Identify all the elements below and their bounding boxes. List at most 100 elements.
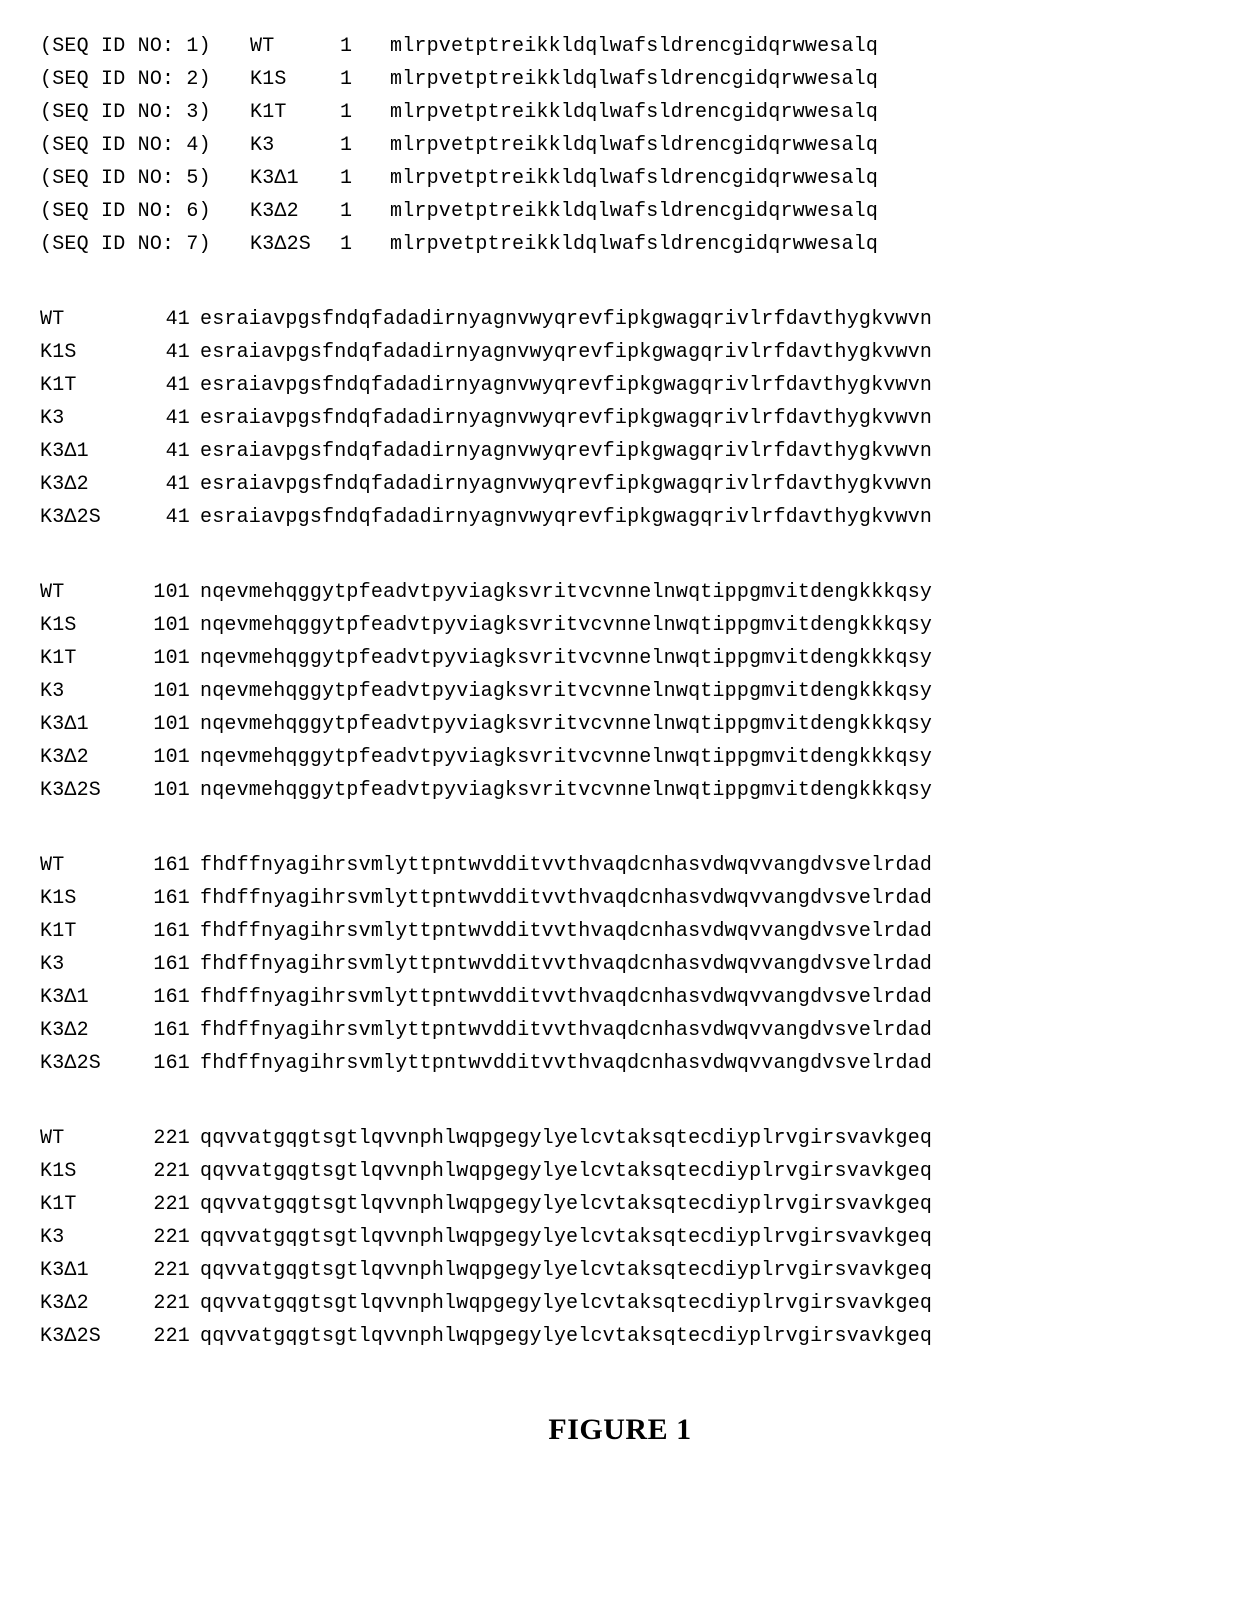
seq-header-row: (SEQ ID NO: 4)K31mlrpvetptreikkldqlwafsl… (40, 129, 1200, 162)
seq-pos: 161 (130, 849, 200, 882)
alignment-row: K1S161fhdffnyagihrsvmlyttpntwvdditvvthva… (40, 882, 1200, 915)
alignment-row: WT221qqvvatgqgtsgtlqvvnphlwqpgegylyelcvt… (40, 1122, 1200, 1155)
seq-pos: 221 (130, 1155, 200, 1188)
seq-header-row: (SEQ ID NO: 2)K1S1mlrpvetptreikkldqlwafs… (40, 63, 1200, 96)
alignment-block: WT161fhdffnyagihrsvmlyttpntwvdditvvthvaq… (40, 849, 1200, 1080)
seq-text: qqvvatgqgtsgtlqvvnphlwqpgegylyelcvtaksqt… (200, 1325, 932, 1348)
seq-label: K1S (250, 63, 340, 96)
alignment-row: K3Δ2221qqvvatgqgtsgtlqvvnphlwqpgegylyelc… (40, 1287, 1200, 1320)
seq-label: K3Δ2 (40, 1287, 130, 1320)
seq-label: K3 (40, 1221, 130, 1254)
seq-label: K3Δ1 (40, 981, 130, 1014)
seq-text: nqevmehqggytpfeadvtpyviagksvritvcvnnelnw… (200, 713, 932, 736)
seq-pos: 101 (130, 609, 200, 642)
seq-label: K3Δ2S (250, 228, 340, 261)
seq-text: esraiavpgsfndqfadadirnyagnvwyqrevfipkgwa… (200, 407, 932, 430)
seq-label: K3Δ1 (40, 435, 130, 468)
seq-label: K3 (40, 948, 130, 981)
seq-pos: 101 (130, 741, 200, 774)
seq-text: mlrpvetptreikkldqlwafsldrencgidqrwwesalq (390, 167, 878, 190)
alignment-row: K3Δ241esraiavpgsfndqfadadirnyagnvwyqrevf… (40, 468, 1200, 501)
seq-header-block: (SEQ ID NO: 1)WT1mlrpvetptreikkldqlwafsl… (40, 30, 1200, 261)
seq-text: fhdffnyagihrsvmlyttpntwvdditvvthvaqdcnha… (200, 920, 932, 943)
alignment-row: WT161fhdffnyagihrsvmlyttpntwvdditvvthvaq… (40, 849, 1200, 882)
seq-text: mlrpvetptreikkldqlwafsldrencgidqrwwesalq (390, 200, 878, 223)
seq-text: fhdffnyagihrsvmlyttpntwvdditvvthvaqdcnha… (200, 854, 932, 877)
seq-label: K3Δ2 (40, 468, 130, 501)
seq-label: K3 (40, 675, 130, 708)
seq-pos: 101 (130, 576, 200, 609)
alignment-row: K1S221qqvvatgqgtsgtlqvvnphlwqpgegylyelcv… (40, 1155, 1200, 1188)
seq-text: qqvvatgqgtsgtlqvvnphlwqpgegylyelcvtaksqt… (200, 1226, 932, 1249)
seq-pos: 1 (340, 162, 390, 195)
alignment-row: K3Δ1221qqvvatgqgtsgtlqvvnphlwqpgegylyelc… (40, 1254, 1200, 1287)
seq-label: WT (40, 576, 130, 609)
seq-text: fhdffnyagihrsvmlyttpntwvdditvvthvaqdcnha… (200, 1019, 932, 1042)
alignment-row: K3221qqvvatgqgtsgtlqvvnphlwqpgegylyelcvt… (40, 1221, 1200, 1254)
seq-label: WT (40, 849, 130, 882)
alignment-row: K1T101nqevmehqggytpfeadvtpyviagksvritvcv… (40, 642, 1200, 675)
seq-pos: 161 (130, 1014, 200, 1047)
alignment-row: K3Δ1101nqevmehqggytpfeadvtpyviagksvritvc… (40, 708, 1200, 741)
seq-label: WT (40, 303, 130, 336)
alignment-row: K1S101nqevmehqggytpfeadvtpyviagksvritvcv… (40, 609, 1200, 642)
seq-text: mlrpvetptreikkldqlwafsldrencgidqrwwesalq (390, 233, 878, 256)
seq-id: (SEQ ID NO: 2) (40, 63, 250, 96)
seq-pos: 161 (130, 915, 200, 948)
seq-header-row: (SEQ ID NO: 7)K3Δ2S1mlrpvetptreikkldqlwa… (40, 228, 1200, 261)
seq-pos: 221 (130, 1320, 200, 1353)
seq-header-row: (SEQ ID NO: 6)K3Δ21mlrpvetptreikkldqlwaf… (40, 195, 1200, 228)
seq-label: K3Δ2 (40, 741, 130, 774)
seq-text: mlrpvetptreikkldqlwafsldrencgidqrwwesalq (390, 101, 878, 124)
seq-label: K1S (40, 882, 130, 915)
alignment-row: K3Δ2161fhdffnyagihrsvmlyttpntwvdditvvthv… (40, 1014, 1200, 1047)
seq-label: K3Δ2S (40, 1320, 130, 1353)
seq-text: qqvvatgqgtsgtlqvvnphlwqpgegylyelcvtaksqt… (200, 1160, 932, 1183)
seq-pos: 101 (130, 774, 200, 807)
seq-id: (SEQ ID NO: 3) (40, 96, 250, 129)
seq-pos: 41 (130, 501, 200, 534)
seq-label: K1S (40, 609, 130, 642)
seq-pos: 161 (130, 981, 200, 1014)
seq-label: K1T (40, 1188, 130, 1221)
seq-label: K3Δ1 (40, 1254, 130, 1287)
seq-text: nqevmehqggytpfeadvtpyviagksvritvcvnnelnw… (200, 647, 932, 670)
seq-text: mlrpvetptreikkldqlwafsldrencgidqrwwesalq (390, 35, 878, 58)
seq-header-row: (SEQ ID NO: 3)K1T1mlrpvetptreikkldqlwafs… (40, 96, 1200, 129)
seq-text: esraiavpgsfndqfadadirnyagnvwyqrevfipkgwa… (200, 473, 932, 496)
seq-header-row: (SEQ ID NO: 5)K3Δ11mlrpvetptreikkldqlwaf… (40, 162, 1200, 195)
seq-label: WT (250, 30, 340, 63)
seq-id: (SEQ ID NO: 5) (40, 162, 250, 195)
alignment-row: K3101nqevmehqggytpfeadvtpyviagksvritvcvn… (40, 675, 1200, 708)
alignment-block: WT41esraiavpgsfndqfadadirnyagnvwyqrevfip… (40, 303, 1200, 534)
seq-text: esraiavpgsfndqfadadirnyagnvwyqrevfipkgwa… (200, 440, 932, 463)
alignment-row: K1T221qqvvatgqgtsgtlqvvnphlwqpgegylyelcv… (40, 1188, 1200, 1221)
seq-pos: 161 (130, 882, 200, 915)
seq-label: K3Δ1 (40, 708, 130, 741)
seq-label: K1T (40, 915, 130, 948)
seq-text: esraiavpgsfndqfadadirnyagnvwyqrevfipkgwa… (200, 341, 932, 364)
seq-pos: 1 (340, 96, 390, 129)
seq-label: K3Δ2 (250, 195, 340, 228)
seq-label: K1S (40, 336, 130, 369)
seq-text: mlrpvetptreikkldqlwafsldrencgidqrwwesalq (390, 68, 878, 91)
seq-text: fhdffnyagihrsvmlyttpntwvdditvvthvaqdcnha… (200, 953, 932, 976)
seq-label: K3 (40, 402, 130, 435)
seq-label: K3Δ2 (40, 1014, 130, 1047)
seq-text: qqvvatgqgtsgtlqvvnphlwqpgegylyelcvtaksqt… (200, 1292, 932, 1315)
seq-id: (SEQ ID NO: 7) (40, 228, 250, 261)
seq-pos: 41 (130, 402, 200, 435)
seq-label: K3 (250, 129, 340, 162)
seq-text: nqevmehqggytpfeadvtpyviagksvritvcvnnelnw… (200, 746, 932, 769)
seq-pos: 221 (130, 1254, 200, 1287)
alignment-block: WT101nqevmehqggytpfeadvtpyviagksvritvcvn… (40, 576, 1200, 807)
seq-text: esraiavpgsfndqfadadirnyagnvwyqrevfipkgwa… (200, 308, 932, 331)
seq-pos: 101 (130, 642, 200, 675)
seq-label: K3Δ2S (40, 501, 130, 534)
alignment-row: WT41esraiavpgsfndqfadadirnyagnvwyqrevfip… (40, 303, 1200, 336)
seq-label: K1S (40, 1155, 130, 1188)
seq-label: K3Δ1 (250, 162, 340, 195)
seq-text: fhdffnyagihrsvmlyttpntwvdditvvthvaqdcnha… (200, 1052, 932, 1075)
alignment-row: K3Δ141esraiavpgsfndqfadadirnyagnvwyqrevf… (40, 435, 1200, 468)
seq-text: qqvvatgqgtsgtlqvvnphlwqpgegylyelcvtaksqt… (200, 1127, 932, 1150)
